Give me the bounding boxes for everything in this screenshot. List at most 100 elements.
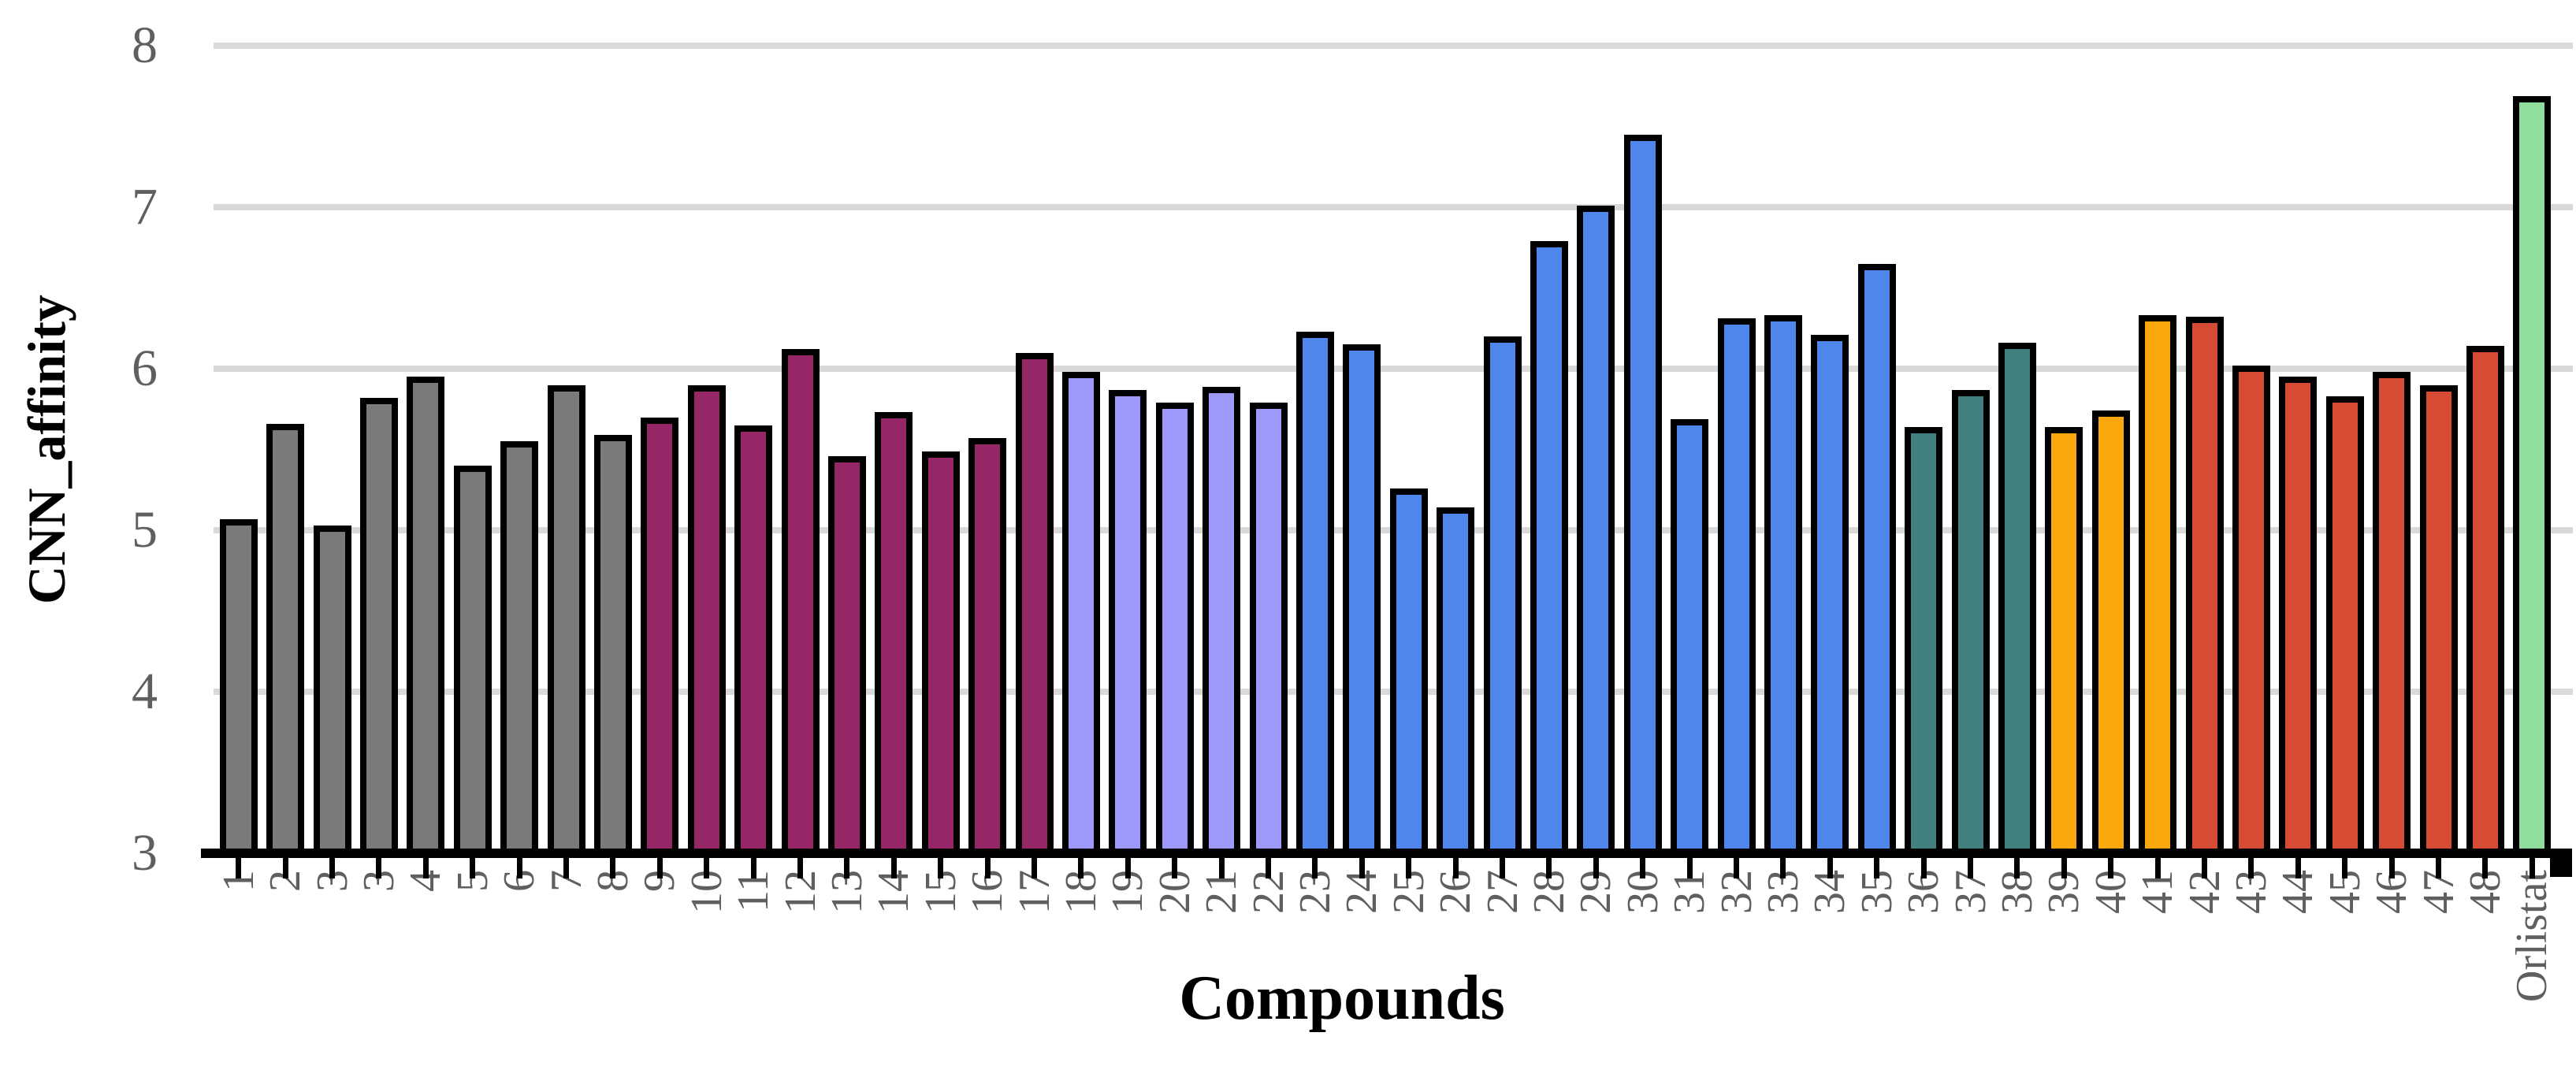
- bar: [641, 417, 679, 853]
- x-axis-tick: [1686, 858, 1693, 878]
- y-tick-label: 5: [132, 501, 158, 559]
- bar: [781, 349, 820, 853]
- bar: [2045, 426, 2083, 853]
- bar: [734, 425, 773, 853]
- y-tick-label: 3: [132, 824, 158, 882]
- bar: [1249, 403, 1288, 853]
- x-axis-tick: [2248, 858, 2254, 878]
- bar: [593, 435, 632, 853]
- x-axis-tick: [890, 858, 897, 878]
- bar: [1483, 336, 1522, 853]
- bar: [1623, 134, 1662, 853]
- bar: [453, 466, 492, 853]
- x-axis-tick: [236, 858, 242, 878]
- bar: [407, 377, 445, 853]
- bar: [1857, 263, 1896, 853]
- x-axis-tick: [2154, 858, 2161, 878]
- x-axis-tick: [1734, 858, 1739, 878]
- bar: [1295, 331, 1334, 853]
- x-axis-end-cap: [2550, 849, 2572, 877]
- x-axis-tick: [2482, 858, 2489, 878]
- bar: [500, 441, 539, 853]
- x-axis-tick: [470, 858, 476, 878]
- bar: [219, 518, 258, 853]
- x-axis-tick: [1546, 858, 1552, 878]
- bar: [1998, 343, 2036, 853]
- y-tick-label: 6: [132, 340, 158, 397]
- bar: [1811, 334, 1849, 853]
- x-axis-tick: [1874, 858, 1880, 878]
- bar: [1015, 352, 1054, 853]
- bar: [2091, 410, 2130, 853]
- x-axis-tick: [610, 858, 616, 878]
- bar: [687, 384, 726, 853]
- x-axis-tick: [2529, 858, 2535, 878]
- bar: [1530, 241, 1568, 853]
- x-axis-tick: [984, 858, 991, 878]
- bar: [1389, 488, 1428, 853]
- x-axis-tick: [1124, 858, 1131, 878]
- x-axis-tick: [1172, 858, 1178, 878]
- bar: [2185, 317, 2224, 853]
- x-axis-tick: [1078, 858, 1084, 878]
- bar: [1061, 372, 1100, 853]
- bar: [266, 423, 305, 853]
- gridline: [214, 204, 2573, 210]
- bar: [1203, 386, 1241, 853]
- y-tick-label: 8: [132, 17, 158, 74]
- y-tick-label: 7: [132, 178, 158, 236]
- x-axis-tick: [2436, 858, 2441, 878]
- bar: [2466, 346, 2504, 853]
- bar: [1155, 403, 1194, 853]
- bar: [2325, 396, 2364, 853]
- x-axis-tick: [329, 858, 335, 878]
- bar: [2419, 384, 2458, 853]
- x-axis-tick: [1218, 858, 1225, 878]
- x-axis-tick: [1500, 858, 1505, 878]
- bar: [1577, 205, 1615, 853]
- x-axis-tick: [1968, 858, 1973, 878]
- x-axis-tick: [704, 858, 710, 878]
- bar: [313, 525, 351, 853]
- bar: [1109, 389, 1147, 853]
- x-axis-tick: [938, 858, 944, 878]
- x-axis-tick: [1452, 858, 1459, 878]
- bar: [827, 455, 866, 853]
- x-axis-line: [201, 849, 2571, 858]
- x-axis-tick: [2295, 858, 2301, 878]
- bar: [2279, 377, 2318, 853]
- x-axis-tick: [1266, 858, 1271, 878]
- y-tick-label: 4: [132, 663, 158, 720]
- x-axis-tick: [1780, 858, 1786, 878]
- x-axis-tick: [1406, 858, 1412, 878]
- bar: [2513, 95, 2552, 853]
- gridline: [214, 366, 2573, 372]
- x-axis-tick: [1359, 858, 1365, 878]
- x-axis-tick: [1312, 858, 1318, 878]
- x-axis-tick: [1640, 858, 1646, 878]
- bar: [1764, 315, 1802, 853]
- x-axis-tick: [750, 858, 756, 878]
- bar: [1905, 426, 1943, 853]
- bar: [1343, 344, 1381, 853]
- bar: [2373, 372, 2411, 853]
- plot-area: [214, 43, 2573, 853]
- x-axis-title: Compounds: [1179, 964, 1505, 1033]
- bar: [1717, 318, 1756, 853]
- gridline: [214, 43, 2573, 49]
- bar: [875, 412, 913, 853]
- bar: [1437, 507, 1475, 853]
- x-axis-tick: [563, 858, 569, 878]
- x-axis-tick: [844, 858, 850, 878]
- x-axis-tick: [2061, 858, 2067, 878]
- x-axis-tick: [422, 858, 429, 878]
- x-axis-tick: [2108, 858, 2114, 878]
- bar: [1671, 418, 1709, 853]
- x-axis-tick: [516, 858, 522, 878]
- x-axis-tick: [282, 858, 288, 878]
- x-axis-tick: [2342, 858, 2348, 878]
- bar: [547, 384, 585, 853]
- y-axis-title: CNN_affinity: [17, 295, 76, 604]
- x-axis-tick: [376, 858, 382, 878]
